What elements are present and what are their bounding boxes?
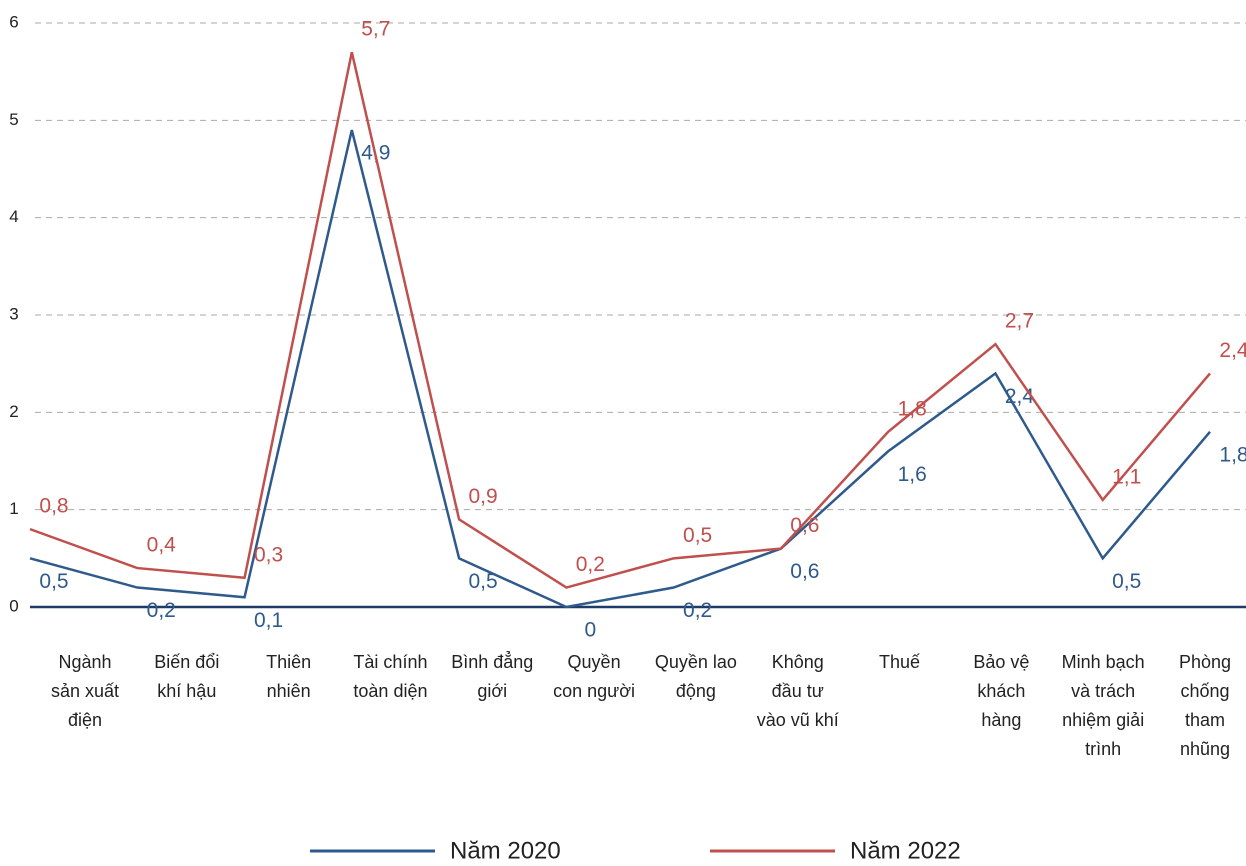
- data-label: 0,5: [39, 570, 68, 593]
- legend-label: Năm 2020: [450, 837, 561, 864]
- x-tick-label: Phòng chống tham nhũng: [1178, 652, 1232, 759]
- data-label: 1,1: [1112, 465, 1141, 488]
- data-label: 0,1: [254, 609, 283, 632]
- data-label: 0,9: [468, 485, 497, 508]
- y-tick-label: 3: [9, 304, 18, 323]
- data-label: 0,6: [790, 560, 819, 583]
- data-label: 1,6: [898, 463, 927, 486]
- data-label: 5,7: [361, 18, 390, 41]
- data-label: 0: [585, 619, 597, 642]
- x-tick-label: Tài chính toàn diện: [353, 652, 428, 701]
- x-tick-label: Bảo vệ khách hàng: [973, 652, 1030, 730]
- data-label: 0,5: [683, 524, 712, 547]
- data-label: 0,2: [576, 553, 605, 576]
- x-tick-label: Thuế: [879, 652, 921, 672]
- line: [29, 51, 1211, 589]
- y-tick-label: 5: [9, 110, 18, 129]
- data-label: 0,2: [683, 599, 712, 622]
- data-label: 2,4: [1219, 339, 1246, 362]
- x-tick-label: Biến đổi khí hậu: [154, 652, 220, 701]
- y-tick-label: 6: [9, 12, 18, 31]
- x-tick-label: Không đầu tư vào vũ khí: [756, 652, 839, 730]
- data-label: 0,6: [790, 514, 819, 537]
- data-label: 2,7: [1005, 310, 1034, 333]
- y-tick-label: 1: [9, 499, 18, 518]
- x-tick-label: Ngành sản xuất điện: [50, 652, 120, 730]
- line: [29, 129, 1211, 609]
- data-label: 0,3: [254, 543, 283, 566]
- y-tick-label: 0: [9, 596, 18, 615]
- data-label: 0,5: [1112, 570, 1141, 593]
- x-tick-label: Quyền con người: [553, 652, 636, 701]
- legend-label: Năm 2022: [850, 837, 961, 864]
- data-label: 0,4: [147, 534, 177, 557]
- x-tick-label: Bình đẳng giới: [451, 652, 534, 701]
- data-label: 0,5: [468, 570, 497, 593]
- data-label: 0,8: [39, 495, 68, 518]
- data-label: 1,8: [898, 397, 927, 420]
- x-tick-label: Thiên nhiên: [266, 652, 312, 701]
- x-tick-label: Minh bạch và trách nhiệm giải trình: [1061, 652, 1145, 759]
- data-label: 1,8: [1219, 443, 1246, 466]
- x-tick-label: Quyền lao động: [654, 652, 737, 701]
- y-tick-label: 4: [9, 207, 18, 226]
- y-tick-label: 2: [9, 402, 18, 421]
- data-label: 0,2: [147, 599, 176, 622]
